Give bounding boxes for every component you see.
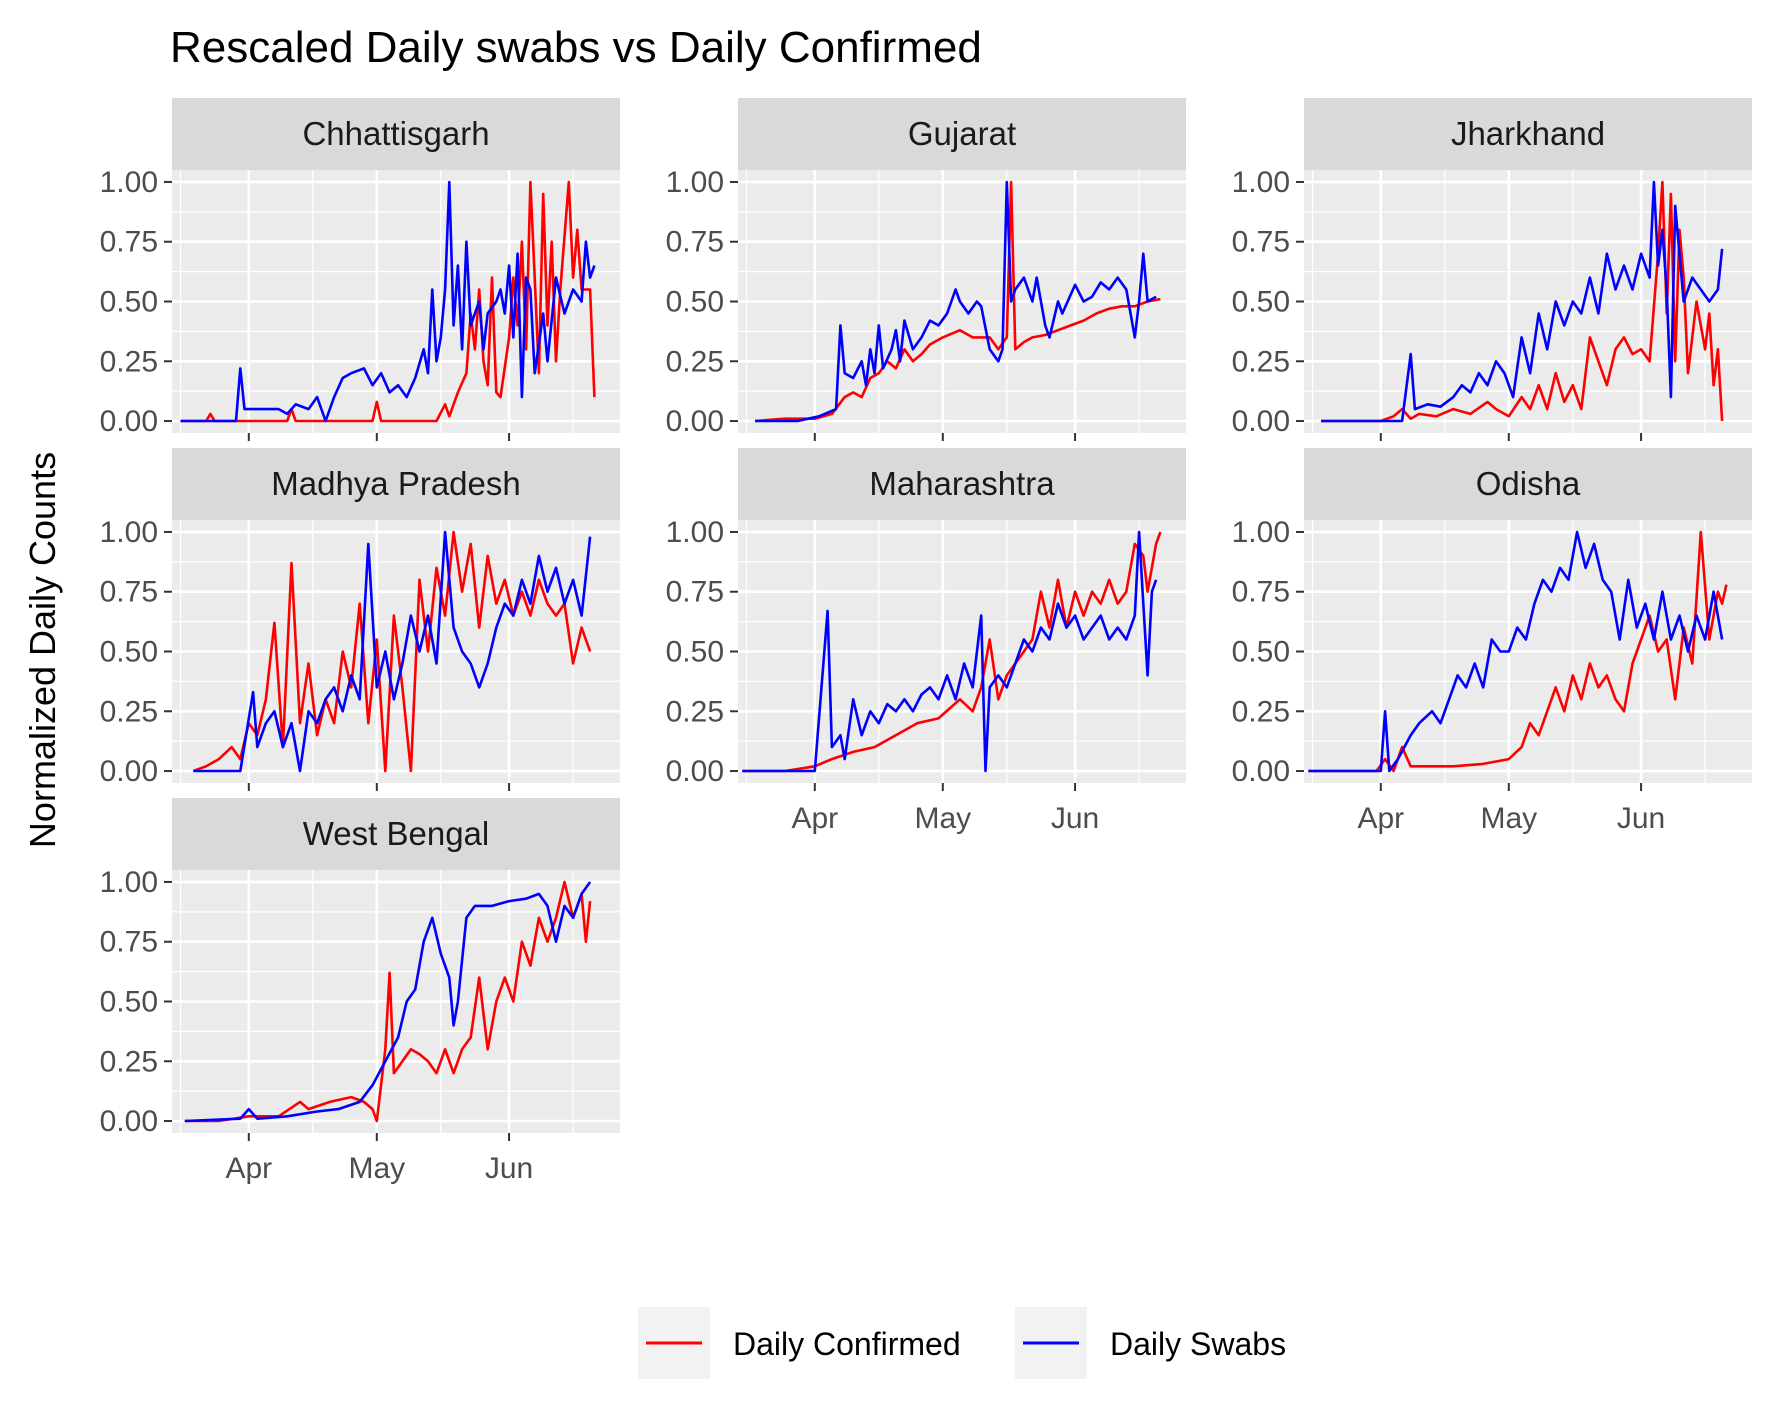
facet-strip xyxy=(1304,448,1752,520)
y-tick-label: 0.00 xyxy=(1232,755,1290,788)
y-tick-label: 0.00 xyxy=(100,405,158,438)
y-tick-label: 0.50 xyxy=(666,286,724,319)
y-tick-label: 0.75 xyxy=(666,226,724,259)
daily-confirmed-line xyxy=(184,880,592,1123)
daily-swabs-line xyxy=(742,530,1158,773)
facet-panel: West Bengal 0.00 0.25 0.50 0.75 1.00 Apr May Jun xyxy=(100,798,620,1185)
facet-strip xyxy=(172,98,620,170)
x-tick-label: Apr xyxy=(791,802,838,835)
y-tick-label: 0.25 xyxy=(1232,345,1290,378)
facet-strip-label: Maharashtra xyxy=(869,465,1055,502)
y-tick-label: 0.00 xyxy=(100,755,158,788)
y-tick-label: 0.00 xyxy=(100,1105,158,1138)
y-tick-label: 0.75 xyxy=(1232,576,1290,609)
facet-panels: Chhattisgarh 0.00 0.25 0.50 0.75 1.00 Gujarat 0… xyxy=(100,98,1752,1185)
x-tick-label: Jun xyxy=(1617,802,1665,835)
facet-panel: Gujarat 0.00 0.25 0.50 0.75 1.00 xyxy=(666,98,1186,441)
daily-confirmed-line xyxy=(180,180,596,423)
y-tick-label: 0.75 xyxy=(1232,226,1290,259)
daily-swabs-line xyxy=(755,180,1157,423)
facet-strip xyxy=(738,448,1186,520)
daily-confirmed-line xyxy=(1321,180,1724,423)
daily-confirmed-line xyxy=(192,530,592,773)
daily-swabs-line xyxy=(1308,530,1724,773)
x-tick-label: May xyxy=(914,802,971,835)
daily-confirmed-line xyxy=(1308,530,1728,773)
y-tick-label: 0.25 xyxy=(1232,695,1290,728)
y-tick-label: 0.25 xyxy=(666,345,724,378)
x-tick-label: Apr xyxy=(1357,802,1404,835)
facet-panel: Madhya Pradesh 0.00 0.25 0.50 0.75 1.00 xyxy=(100,448,620,791)
y-tick-label: 0.25 xyxy=(100,1045,158,1078)
facet-panel: Maharashtra 0.00 0.25 0.50 0.75 1.00 Apr May Jun xyxy=(666,448,1186,835)
x-tick-label: Apr xyxy=(225,1152,272,1185)
legend-label: Daily Swabs xyxy=(1110,1326,1286,1362)
y-tick-label: 0.75 xyxy=(666,576,724,609)
facet-strip-label: Madhya Pradesh xyxy=(271,465,520,502)
y-tick-label: 0.50 xyxy=(1232,636,1290,669)
y-tick-label: 0.00 xyxy=(1232,405,1290,438)
y-tick-label: 0.75 xyxy=(100,926,158,959)
facet-strip-label: Odisha xyxy=(1476,465,1581,502)
facet-strip-label: Gujarat xyxy=(908,115,1016,152)
legend: Daily Confirmed Daily Swabs xyxy=(638,1307,1286,1379)
y-tick-label: 1.00 xyxy=(1232,166,1290,199)
legend-entry: Daily Swabs xyxy=(1015,1307,1286,1379)
facet-strip xyxy=(738,98,1186,170)
facet-strip-label: Jharkhand xyxy=(1451,115,1605,152)
facet-strip xyxy=(1304,98,1752,170)
facet-strip-label: West Bengal xyxy=(303,815,490,852)
y-tick-label: 1.00 xyxy=(666,516,724,549)
x-tick-label: Jun xyxy=(485,1152,533,1185)
legend-entry: Daily Confirmed xyxy=(638,1307,961,1379)
y-tick-label: 0.25 xyxy=(100,345,158,378)
y-tick-label: 1.00 xyxy=(100,166,158,199)
y-tick-label: 0.50 xyxy=(1232,286,1290,319)
x-tick-label: May xyxy=(1480,802,1537,835)
y-tick-label: 1.00 xyxy=(100,866,158,899)
y-tick-label: 0.50 xyxy=(100,286,158,319)
y-tick-label: 1.00 xyxy=(666,166,724,199)
facet-strip xyxy=(172,798,620,870)
facet-panel: Jharkhand 0.00 0.25 0.50 0.75 1.00 xyxy=(1232,98,1752,441)
x-tick-label: May xyxy=(348,1152,405,1185)
daily-confirmed-line xyxy=(754,180,1161,423)
y-tick-label: 0.75 xyxy=(100,226,158,259)
y-axis-label: Normalized Daily Counts xyxy=(22,452,63,848)
y-tick-label: 1.00 xyxy=(1232,516,1290,549)
daily-swabs-line xyxy=(1321,180,1724,423)
y-tick-label: 0.00 xyxy=(666,405,724,438)
y-tick-label: 0.00 xyxy=(666,755,724,788)
x-tick-label: Jun xyxy=(1051,802,1099,835)
daily-swabs-line xyxy=(193,530,592,773)
chart-title: Rescaled Daily swabs vs Daily Confirmed xyxy=(170,23,982,72)
daily-swabs-line xyxy=(184,881,592,1123)
facet-panel: Chhattisgarh 0.00 0.25 0.50 0.75 1.00 xyxy=(100,98,620,441)
y-tick-label: 0.50 xyxy=(100,636,158,669)
y-tick-label: 0.25 xyxy=(100,695,158,728)
facet-strip-label: Chhattisgarh xyxy=(302,115,489,152)
y-tick-label: 0.50 xyxy=(666,636,724,669)
legend-label: Daily Confirmed xyxy=(733,1326,961,1362)
y-tick-label: 0.50 xyxy=(100,986,158,1019)
y-tick-label: 1.00 xyxy=(100,516,158,549)
y-tick-label: 0.25 xyxy=(666,695,724,728)
y-tick-label: 0.75 xyxy=(100,576,158,609)
facet-strip xyxy=(172,448,620,520)
daily-swabs-line xyxy=(180,180,596,423)
facet-panel: Odisha 0.00 0.25 0.50 0.75 1.00 Apr May Jun xyxy=(1232,448,1752,835)
